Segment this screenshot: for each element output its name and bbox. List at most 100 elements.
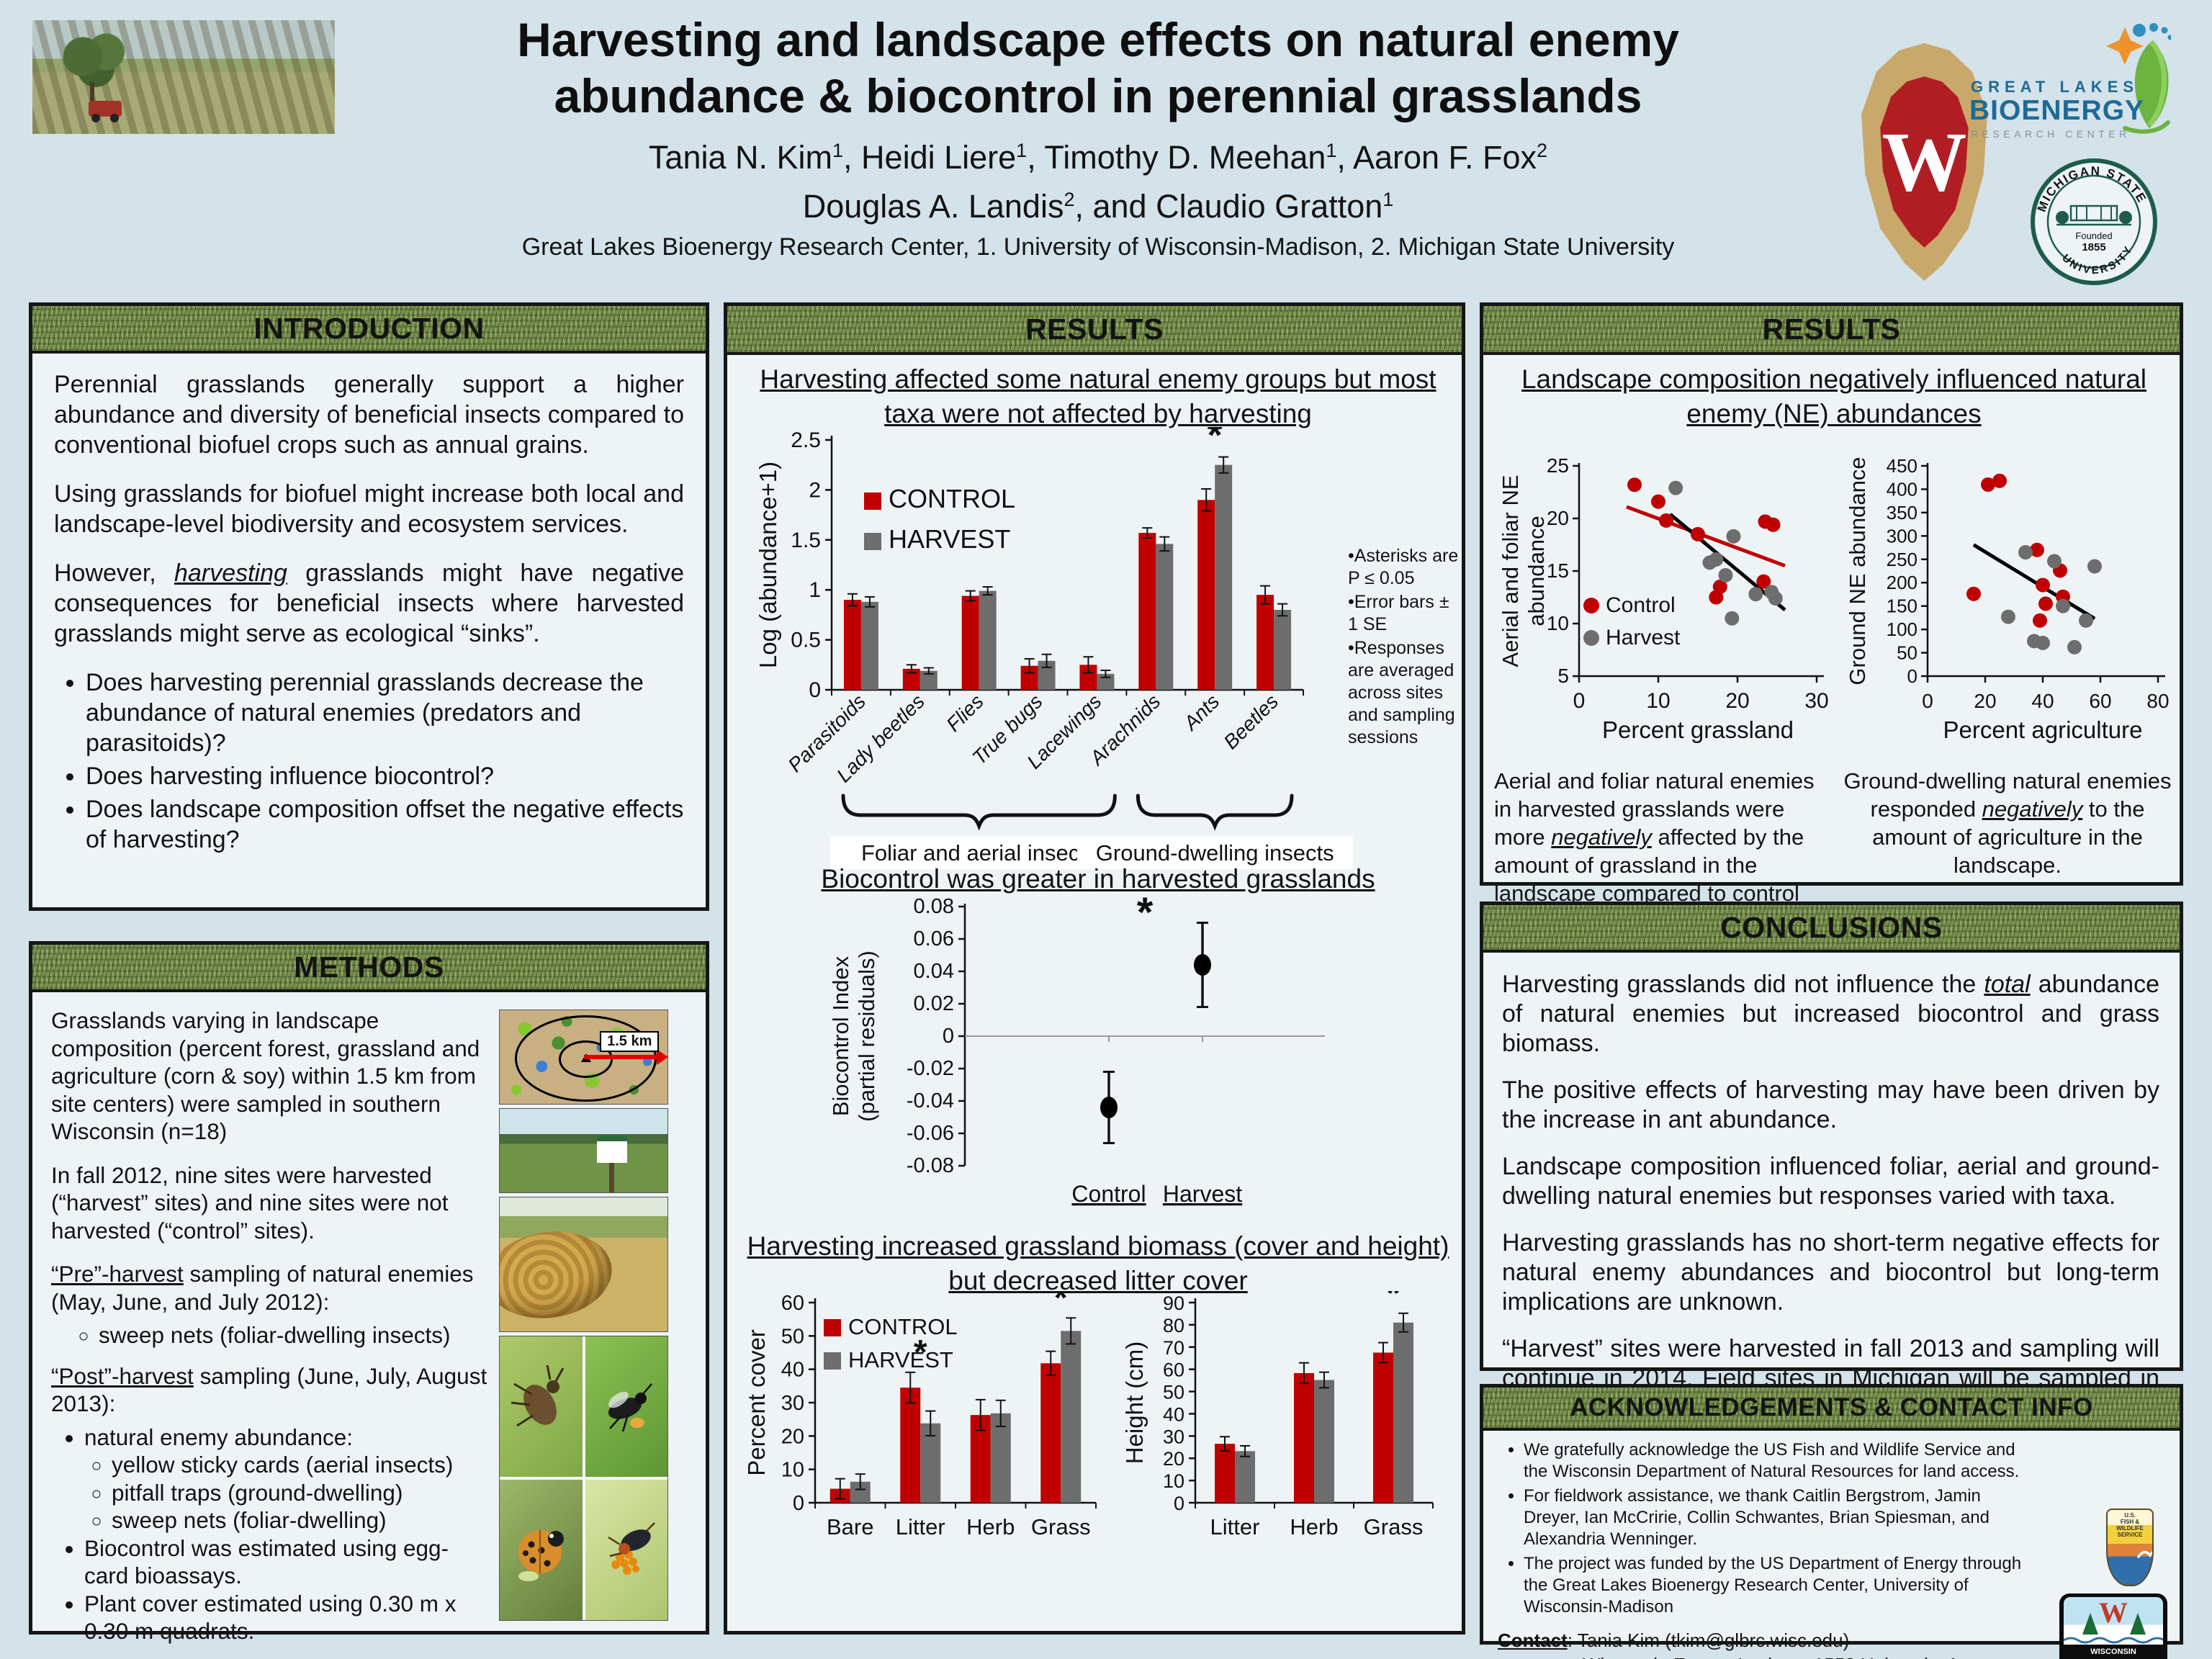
tree-icon (2130, 1613, 2146, 1635)
svg-text:80: 80 (1163, 1315, 1184, 1336)
svg-text:50: 50 (781, 1325, 804, 1348)
conclusions-header: CONCLUSIONS (1483, 905, 2180, 953)
svg-text:0.06: 0.06 (914, 927, 954, 950)
flying-bird-icon (2137, 1550, 2152, 1558)
dnr-text: WISCONSIN DEPT. OF NATURAL RESOURCES (2064, 1647, 2163, 1659)
svg-text:HARVEST: HARVEST (848, 1347, 953, 1372)
svg-text:400: 400 (1887, 478, 1917, 500)
svg-text:20: 20 (781, 1425, 804, 1448)
intro-paragraph-2: Using grasslands for biofuel might incre… (54, 480, 684, 538)
svg-text:abundance: abundance (1524, 516, 1549, 626)
svg-text:60: 60 (781, 1292, 804, 1315)
svg-text:-0.08: -0.08 (907, 1154, 954, 1177)
svg-text:0: 0 (1922, 690, 1933, 712)
svg-text:70: 70 (1163, 1337, 1184, 1359)
svg-text:1: 1 (809, 578, 821, 602)
svg-text:*: * (1054, 1291, 1068, 1317)
conclusion-paragraph: The positive effects of harvesting may h… (1502, 1076, 2159, 1133)
usfws-logo: U.S. FISH & WILDLIFE SERVICE (2106, 1509, 2154, 1586)
methods-text: Grasslands varying in landscape composit… (51, 1007, 492, 1645)
svg-text:Herb: Herb (966, 1514, 1015, 1539)
tractor-image (89, 101, 122, 122)
results-right-header: RESULTS (1483, 306, 2180, 355)
glbrc-text-line3: RESEARCH CENTER (1971, 128, 2131, 140)
svg-text:Bare: Bare (827, 1514, 873, 1539)
svg-text:Flies: Flies (942, 690, 988, 736)
methods-paragraph-1: Grasslands varying in landscape composit… (51, 1007, 480, 1144)
svg-text:Log (abundance+1): Log (abundance+1) (755, 462, 781, 668)
chart-notes: •Asterisks are P ≤ 0.05 •Error bars ± 1 S… (1348, 545, 1463, 750)
svg-text:40: 40 (1163, 1403, 1184, 1425)
svg-text:10: 10 (1646, 689, 1670, 713)
svg-text:Harvest: Harvest (1606, 626, 1681, 649)
methods-header: METHODS (32, 945, 706, 992)
methods-section: METHODS Grasslands varying in landscape … (29, 941, 709, 1644)
glbrc-leaf-icon (2106, 23, 2171, 134)
wisconsin-dnr-logo: W WISCONSIN DEPT. OF NATURAL RESOURCES (2059, 1593, 2167, 1659)
contact-line-1: Contact: Tania Kim (tkim@glbrc.wisc.edu) (1498, 1628, 2180, 1653)
parasitoid-wasp-photo (585, 1336, 667, 1477)
svg-text:*: * (914, 1334, 927, 1372)
methods-paragraph-4: “Post”-harvest sampling (June, July, Aug… (51, 1362, 487, 1417)
site-sign (597, 1136, 628, 1192)
svg-text:HARVEST: HARVEST (889, 524, 1010, 554)
post-harvest-methods-list: natural enemy abundance:yellow sticky ca… (70, 1424, 492, 1645)
crest-inner-shield: W (1880, 76, 1969, 248)
svg-text:200: 200 (1887, 572, 1917, 593)
glbrc-logo: GREAT LAKES BIOENERGY RESEARCH CENTER (1969, 20, 2171, 168)
svg-text:Percent cover: Percent cover (743, 1329, 770, 1476)
list-item: Does landscape composition offset the ne… (86, 794, 684, 855)
svg-text:Percent grassland: Percent grassland (1602, 716, 1794, 743)
svg-text:90: 90 (1163, 1292, 1184, 1314)
contact-label: Contact (1498, 1629, 1568, 1651)
svg-text:0.04: 0.04 (914, 960, 954, 983)
svg-text:50: 50 (1163, 1382, 1184, 1403)
methods-paragraph-2: In fall 2012, nine sites were harvested … (51, 1161, 449, 1244)
landscape-chart-title: Landscape composition negatively influen… (1521, 364, 2147, 428)
landcover-map-image: 1.5 km (499, 1010, 668, 1105)
true-bug-photo (500, 1336, 583, 1477)
methods-images: 1.5 km (499, 1010, 668, 1624)
svg-text:2: 2 (809, 478, 821, 502)
svg-text:Grass: Grass (1364, 1514, 1424, 1539)
contact-block: Contact: Tania Kim (tkim@glbrc.wisc.edu)… (1498, 1628, 2180, 1659)
svg-text:Beetles: Beetles (1219, 690, 1282, 753)
conclusion-paragraph: Landscape composition influenced foliar,… (1502, 1153, 2159, 1210)
svg-text:1.5: 1.5 (791, 529, 821, 552)
svg-text:450: 450 (1887, 455, 1917, 477)
list-item: pitfall traps (ground-dwelling) (112, 1479, 492, 1507)
results-middle-section: RESULTS Harvesting affected some natural… (724, 302, 1465, 1635)
intro-paragraph-3: However, harvesting grasslands might hav… (54, 559, 684, 647)
map-scale-label: 1.5 km (600, 1030, 660, 1052)
svg-text:100: 100 (1887, 619, 1917, 640)
conclusion-paragraph: Harvesting grasslands has no short-term … (1502, 1229, 2159, 1316)
svg-text:20: 20 (1725, 689, 1749, 713)
affiliation: Great Lakes Bioenergy Research Center, 1… (521, 233, 1675, 261)
svg-text:Grass: Grass (1031, 1514, 1091, 1539)
usfws-text-2: FISH & WILDLIFE (2116, 1519, 2144, 1532)
svg-text:60: 60 (1163, 1359, 1184, 1381)
dnr-artwork: W (2064, 1597, 2163, 1645)
svg-text:0.5: 0.5 (791, 629, 821, 652)
acknowledgements-list: We gratefully acknowledge the US Fish an… (1508, 1439, 2028, 1618)
svg-text:Founded: Founded (2075, 230, 2112, 241)
list-item: For fieldwork assistance, we thank Caitl… (1524, 1485, 2028, 1550)
lady-beetle-photo (500, 1480, 583, 1620)
svg-text:Litter: Litter (896, 1514, 945, 1539)
svg-text:0: 0 (943, 1025, 954, 1048)
svg-text:Biocontrol Index: Biocontrol Index (828, 956, 853, 1116)
biomass-charts-title: Harvesting increased grassland biomass (… (747, 1231, 1449, 1295)
poster-header: Harvesting and landscape effects on natu… (346, 12, 1851, 262)
glbrc-text-line2: BIOENERGY (1969, 95, 2145, 126)
authors-line1: Tania N. Kim1, Heidi Liere1, Timothy D. … (648, 139, 1548, 176)
list-item: Does harvesting perennial grasslands dec… (86, 667, 684, 758)
dnr-w-letter: W (2099, 1597, 2128, 1629)
intro-questions-list: Does harvesting perennial grasslands dec… (66, 667, 684, 855)
list-item: Plant cover estimated using 0.30 m x 0.3… (84, 1590, 492, 1645)
results-middle-header: RESULTS (727, 306, 1462, 355)
list-item: The project was funded by the US Departm… (1524, 1553, 2028, 1618)
svg-text:2.5: 2.5 (791, 428, 821, 452)
